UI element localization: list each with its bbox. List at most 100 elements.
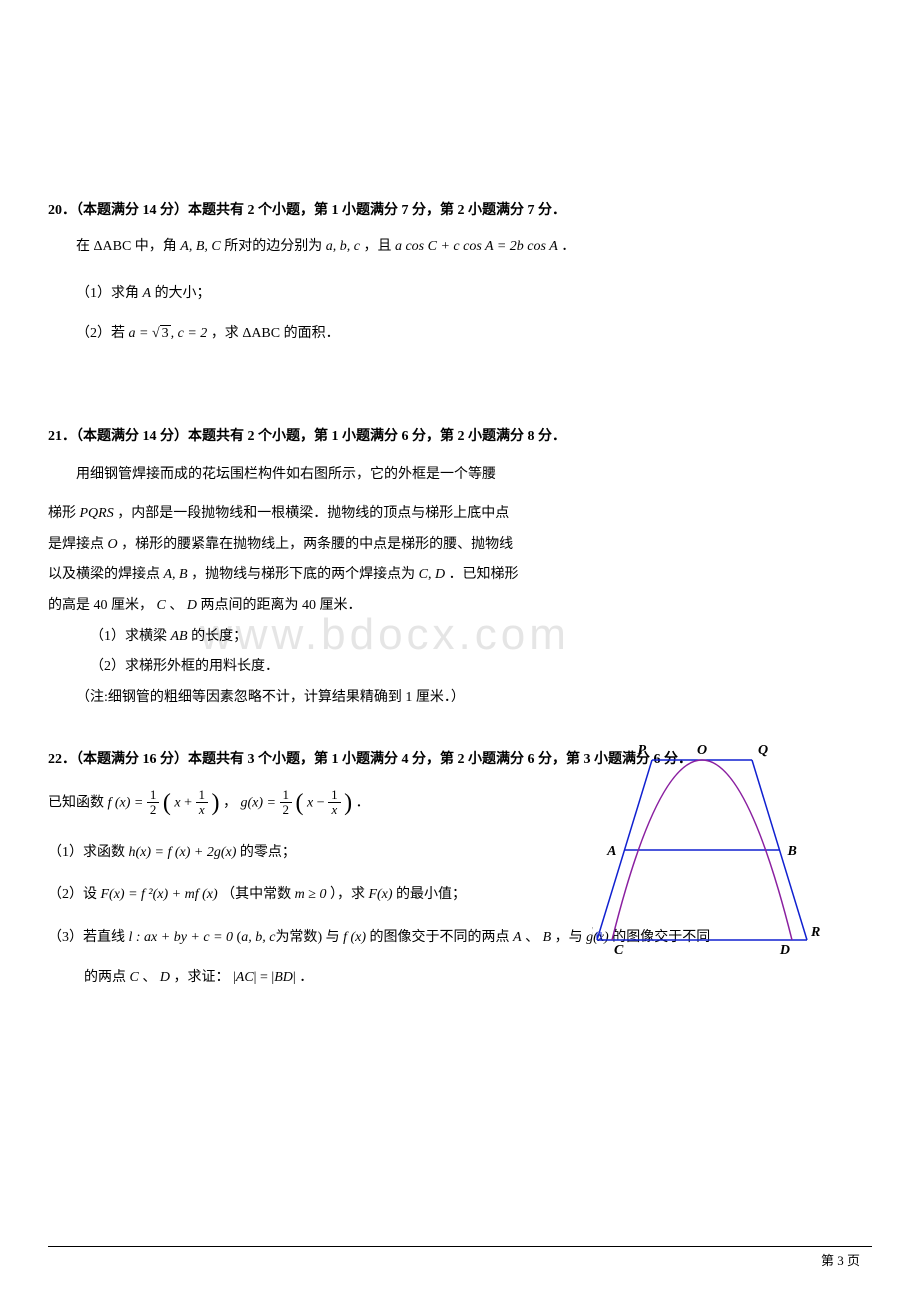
text: （3）若直线 (48, 930, 125, 945)
frac-half: 12 (280, 788, 293, 818)
num: 1 (196, 788, 209, 803)
text: 的长度； (191, 629, 247, 644)
c-eq: , c = 2 (171, 326, 208, 341)
text: ，求 (211, 326, 239, 341)
p21-line1: 用细钢管焊接而成的花坛围栏构件如右图所示，它的外框是一个等腰 (48, 460, 608, 491)
trapezoid-figure: POQABSRCD (592, 740, 822, 970)
sides: a, b, c (326, 239, 360, 254)
text: 所对的边分别为 (224, 239, 322, 254)
p21-line5: 的高是 40 厘米， C 、 D 两点间的距离为 40 厘米． (48, 591, 608, 622)
rparen-icon: ) (344, 790, 352, 816)
text: 以及横梁的焊接点 (48, 567, 160, 582)
text: （1）求角 (76, 286, 139, 301)
text: 的零点； (240, 845, 296, 860)
point-B: B (543, 930, 552, 945)
p20-q1: （1）求角 A 的大小； (48, 283, 872, 305)
text: 、 (169, 598, 183, 613)
text: （2）若 (76, 326, 125, 341)
p20-header: 20．（本题满分 14 分）本题共有 2 个小题，第 1 小题满分 7 分，第 … (48, 200, 872, 222)
text: （1）求函数 (48, 845, 125, 860)
plus: + (184, 795, 195, 810)
page-content: 20．（本题满分 14 分）本题共有 2 个小题，第 1 小题满分 7 分，第 … (48, 200, 872, 989)
text: 为常数 (275, 930, 317, 945)
text: ，求证： (173, 970, 229, 985)
p21-body: 用细钢管焊接而成的花坛围栏构件如右图所示，它的外框是一个等腰 梯形 PQRS ，… (48, 460, 608, 709)
point-C: C (130, 970, 139, 985)
svg-text:Q: Q (758, 743, 768, 758)
F-x: F(x) (368, 887, 392, 902)
lparen-icon: ( (296, 790, 304, 816)
height-40: 40 (94, 598, 108, 613)
text: 中，角 (135, 239, 177, 254)
text: 的图像交于不同的两点 (370, 930, 510, 945)
angles: A, B, C (180, 239, 220, 254)
text: 已知函数 (48, 795, 104, 810)
p22-q3-line2: 的两点 C 、 D ，求证： |AC| = |BD| ． (48, 967, 872, 989)
den: 2 (147, 803, 160, 817)
den: 2 (280, 803, 293, 817)
minus: − (317, 795, 328, 810)
text: （2）设 (48, 887, 97, 902)
text: 厘米， (111, 598, 153, 613)
text: ， (223, 795, 241, 810)
text: ． (356, 795, 370, 810)
text: ，抛物线与梯形下底的两个焊接点为 (191, 567, 415, 582)
footer-divider (48, 1246, 872, 1247)
num: 1 (147, 788, 160, 803)
text: ，内部是一段抛物线和一根横梁．抛物线的顶点与梯形上底中点 (117, 506, 509, 521)
svg-text:D: D (779, 943, 790, 958)
g-label: g(x) = (241, 795, 280, 810)
num: 1 (328, 788, 341, 803)
p20-statement: 在 ΔABC 中，角 A, B, C 所对的边分别为 a, b, c ，且 a … (48, 236, 872, 258)
a-eq: a = (129, 326, 152, 341)
svg-text:C: C (614, 943, 624, 958)
equals: = (260, 970, 271, 985)
p21-note: （注:细钢管的粗细等因素忽略不计，计算结果精确到 1 厘米．） (48, 687, 608, 709)
p20-q2: （2）若 a = 3, c = 2 ，求 ΔABC 的面积． (48, 323, 872, 345)
rparen-icon: ) (212, 790, 220, 816)
line-l: l : ax + by + c = 0 (129, 930, 234, 945)
text: 是焊接点 (48, 537, 104, 552)
text: （其中常数 (221, 887, 291, 902)
page-number: 第 3 页 (821, 1251, 860, 1272)
frac-1x: 1x (328, 788, 341, 818)
AB: AB (171, 629, 188, 644)
text: 、 (525, 930, 539, 945)
svg-text:R: R (810, 925, 820, 940)
text: 、 (142, 970, 156, 985)
x: x (307, 795, 313, 810)
text: 在 (76, 239, 90, 254)
abs-BD: |BD| (271, 970, 295, 985)
pqrs: PQRS (80, 506, 114, 521)
num: 1 (280, 788, 293, 803)
p21-line3: 是焊接点 O ，梯形的腰紧靠在抛物线上，两条腰的中点是梯形的腰、抛物线 (48, 530, 608, 561)
frac-1x: 1x (196, 788, 209, 818)
p21-q1: （1）求横梁 AB 的长度； (48, 626, 608, 648)
svg-text:B: B (787, 844, 797, 859)
point-O: O (108, 537, 118, 552)
dist-40: 40 (302, 598, 316, 613)
point-A: A (513, 930, 522, 945)
frac-half: 12 (147, 788, 160, 818)
f-label: f (x) = (108, 795, 147, 810)
fx: f (x) (343, 930, 366, 945)
text: ，与 (555, 930, 583, 945)
den: x (196, 803, 209, 817)
problem-20: 20．（本题满分 14 分）本题共有 2 个小题，第 1 小题满分 7 分，第 … (48, 200, 872, 346)
point-C: C (157, 598, 166, 613)
text: 的大小； (155, 286, 211, 301)
triangle-abc: ΔABC (242, 326, 280, 341)
text: ，梯形的腰紧靠在抛物线上，两条腰的中点是梯形的腰、抛物线 (121, 537, 513, 552)
point-D: D (187, 598, 197, 613)
text: 与 (326, 930, 340, 945)
text: 的面积． (284, 326, 340, 341)
svg-text:P: P (637, 743, 646, 758)
abc: a, b, c (241, 930, 275, 945)
points-AB: A, B (164, 567, 188, 582)
text: （1）求横梁 (90, 629, 167, 644)
text: 两点间的距离为 (200, 598, 298, 613)
problem-21: 21．（本题满分 14 分）本题共有 2 个小题，第 1 小题满分 6 分，第 … (48, 426, 872, 710)
text: ，且 (363, 239, 391, 254)
radicand: 3 (160, 325, 171, 341)
figure-svg: POQABSRCD (592, 740, 822, 970)
